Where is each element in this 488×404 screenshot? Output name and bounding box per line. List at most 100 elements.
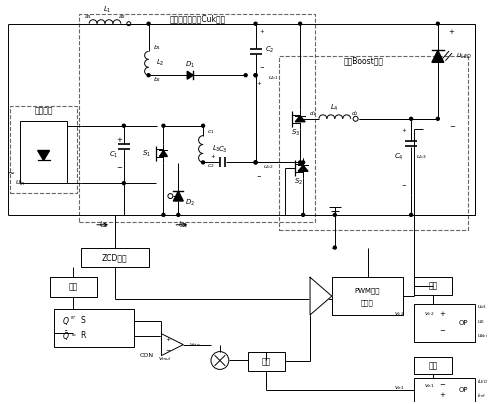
Text: $C_2$: $C_2$ xyxy=(265,44,274,55)
Polygon shape xyxy=(173,191,183,201)
Circle shape xyxy=(147,22,150,25)
Text: ZCD检测: ZCD检测 xyxy=(102,253,127,262)
Text: $v_{c2}$: $v_{c2}$ xyxy=(423,310,433,318)
Circle shape xyxy=(244,74,246,77)
Circle shape xyxy=(254,22,257,25)
Text: $i_{ref}$: $i_{ref}$ xyxy=(476,391,486,400)
Bar xyxy=(279,57,467,230)
Polygon shape xyxy=(161,334,183,356)
Text: $v_{e1}$: $v_{e1}$ xyxy=(423,382,433,390)
Text: +: + xyxy=(256,81,261,86)
Text: $_{as}$: $_{as}$ xyxy=(71,332,77,339)
Circle shape xyxy=(333,213,336,217)
Text: $c_2$: $c_2$ xyxy=(206,162,214,170)
Circle shape xyxy=(301,213,304,217)
Text: $b_2$: $b_2$ xyxy=(152,75,161,84)
Text: +: + xyxy=(438,392,444,398)
Text: −: − xyxy=(448,124,454,130)
Text: $S_2$: $S_2$ xyxy=(293,177,302,187)
Text: −: − xyxy=(438,382,444,388)
Text: $i_{L1}$: $i_{L1}$ xyxy=(99,220,108,230)
Circle shape xyxy=(147,74,150,77)
Text: +: + xyxy=(448,29,454,35)
Text: $v_{sin}$: $v_{sin}$ xyxy=(189,341,201,349)
Text: $u_{o2}$: $u_{o2}$ xyxy=(263,163,274,171)
Circle shape xyxy=(409,117,412,120)
Text: $L_2$: $L_2$ xyxy=(156,58,164,68)
Circle shape xyxy=(298,22,301,25)
Text: $u_{o1}$: $u_{o1}$ xyxy=(268,74,279,82)
Text: $a_2$: $a_2$ xyxy=(118,13,126,21)
Text: $u_{o3}$: $u_{o3}$ xyxy=(415,153,426,161)
Text: $Q$: $Q$ xyxy=(62,315,70,327)
Bar xyxy=(10,106,77,193)
Bar xyxy=(413,277,451,295)
Text: $L_4$: $L_4$ xyxy=(330,103,339,113)
Circle shape xyxy=(298,161,301,164)
Circle shape xyxy=(254,161,257,164)
Text: PWM生成: PWM生成 xyxy=(354,288,380,295)
Text: $u_{LED}$: $u_{LED}$ xyxy=(455,52,470,61)
Text: $\bar{Q}$: $\bar{Q}$ xyxy=(62,329,70,343)
Text: $i_{S1}$: $i_{S1}$ xyxy=(178,220,188,230)
Text: $v_{mul}$: $v_{mul}$ xyxy=(158,356,172,364)
Bar xyxy=(331,277,402,315)
Circle shape xyxy=(122,124,125,127)
Circle shape xyxy=(333,246,336,249)
Text: $S_1$: $S_1$ xyxy=(142,148,151,158)
Text: +: + xyxy=(401,128,406,133)
Text: $L_3$: $L_3$ xyxy=(211,144,220,154)
Text: $^{RT}$: $^{RT}$ xyxy=(70,316,77,320)
Text: 补偿: 补偿 xyxy=(427,361,437,370)
Polygon shape xyxy=(187,71,193,79)
Circle shape xyxy=(254,74,257,77)
Text: 带耦合电感降压Cuk单元: 带耦合电感降压Cuk单元 xyxy=(170,14,226,23)
Circle shape xyxy=(301,161,304,164)
Text: −: − xyxy=(256,174,260,179)
Text: $C_4$: $C_4$ xyxy=(393,152,403,162)
Circle shape xyxy=(201,161,204,164)
Polygon shape xyxy=(298,165,307,171)
Bar xyxy=(49,277,97,297)
Text: −: − xyxy=(259,65,264,70)
Text: $a_1$: $a_1$ xyxy=(84,13,92,21)
Bar xyxy=(413,304,474,342)
Bar xyxy=(54,309,133,347)
Text: CON: CON xyxy=(139,353,153,358)
Polygon shape xyxy=(159,151,167,156)
Text: $v_{e1}$: $v_{e1}$ xyxy=(393,384,404,392)
Circle shape xyxy=(254,74,257,77)
Text: 辅助Boost单元: 辅助Boost单元 xyxy=(343,57,383,66)
Text: OP: OP xyxy=(458,320,468,326)
Text: −: − xyxy=(165,347,170,352)
Bar xyxy=(413,356,451,375)
Text: S: S xyxy=(80,316,85,325)
Text: $d_1$: $d_1$ xyxy=(308,109,316,118)
Circle shape xyxy=(435,117,438,120)
Text: $C_3$: $C_3$ xyxy=(218,144,227,155)
Circle shape xyxy=(435,22,438,25)
Polygon shape xyxy=(38,151,49,160)
Text: $v_{c2}$: $v_{c2}$ xyxy=(393,310,404,318)
Text: $i_{LED}$: $i_{LED}$ xyxy=(476,377,488,386)
Text: $u_{bki}$: $u_{bki}$ xyxy=(476,332,488,340)
Text: 和驱动: 和驱动 xyxy=(361,300,373,306)
Circle shape xyxy=(254,161,257,164)
Circle shape xyxy=(162,124,164,127)
Text: R: R xyxy=(80,331,85,340)
Text: +: + xyxy=(438,311,444,317)
Text: 整流单元: 整流单元 xyxy=(34,106,53,116)
Text: ~: ~ xyxy=(7,169,14,178)
Text: +: + xyxy=(259,29,264,34)
Text: $S_3$: $S_3$ xyxy=(290,128,299,138)
Bar xyxy=(81,248,148,267)
Polygon shape xyxy=(295,116,305,122)
Text: $c_1$: $c_1$ xyxy=(206,128,214,136)
Text: $C_1$: $C_1$ xyxy=(109,149,119,160)
Polygon shape xyxy=(431,50,443,62)
Text: +: + xyxy=(165,337,170,342)
Circle shape xyxy=(201,124,204,127)
Circle shape xyxy=(162,213,164,217)
Text: 补偿: 补偿 xyxy=(427,282,437,291)
Text: $u_0$: $u_0$ xyxy=(476,318,484,326)
